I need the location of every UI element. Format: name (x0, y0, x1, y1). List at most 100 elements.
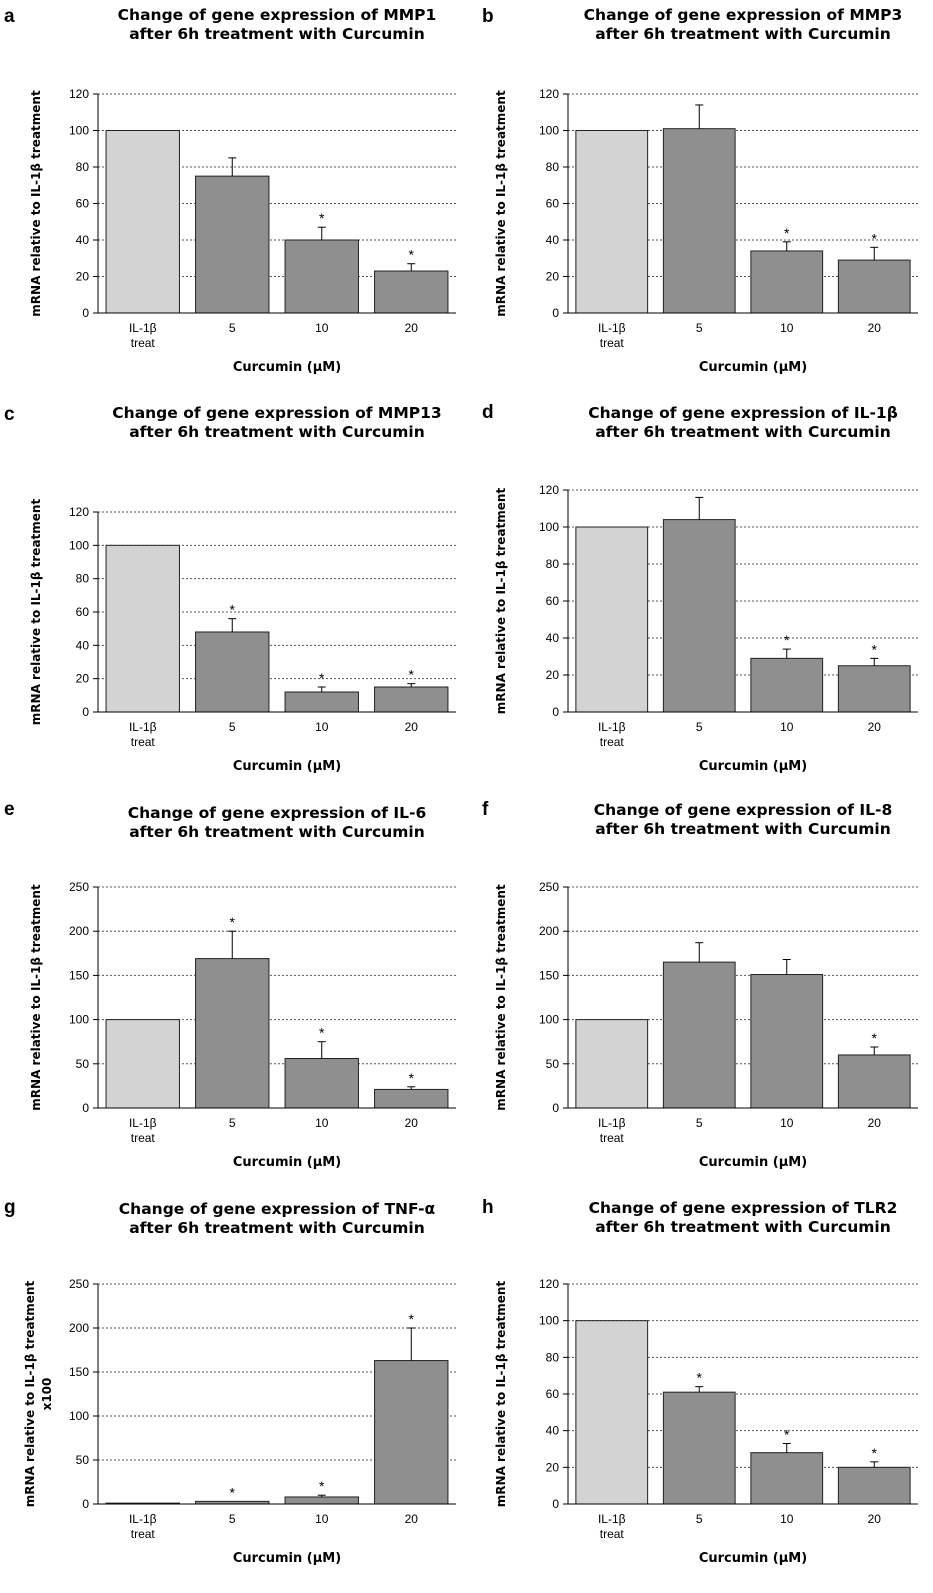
x-tick-label: treat (600, 336, 625, 350)
x-axis-label: Curcumin (μM) (233, 759, 341, 774)
y-tick-label: 150 (69, 968, 89, 982)
chart-title: Change of gene expression of MMP1 (118, 6, 437, 24)
y-axis-label: mRNA relative to IL-1β treatment (494, 1281, 508, 1508)
y-tick-label: 0 (552, 1497, 559, 1511)
x-tick-label: treat (131, 1527, 156, 1541)
y-tick-label: 0 (552, 306, 559, 320)
y-axis-label: mRNA relative to IL-1β treatment (23, 1281, 37, 1508)
y-tick-label: 0 (82, 1101, 89, 1115)
x-tick-label: 10 (780, 1116, 794, 1130)
significance-marker: * (784, 632, 790, 648)
significance-marker: * (319, 670, 325, 686)
x-tick-label: 5 (696, 321, 703, 335)
significance-marker: * (409, 1311, 415, 1327)
x-axis-label: Curcumin (μM) (233, 1551, 341, 1566)
chart-panel-g: g Change of gene expression of TNF-αafter… (4, 1197, 456, 1566)
panel-letter: f (482, 799, 489, 820)
x-tick-label: 5 (696, 1512, 703, 1526)
x-tick-label: IL-1β (129, 1116, 157, 1130)
y-tick-label: 100 (69, 538, 89, 552)
bar (105, 1019, 180, 1109)
chart-panel-a: a Change of gene expression of MMP1after … (4, 6, 456, 375)
chart-title: after 6h treatment with Curcumin (129, 25, 425, 43)
chart-title: Change of gene expression of TNF-α (119, 1200, 435, 1218)
y-tick-label: 250 (69, 880, 89, 894)
significance-marker: * (319, 1025, 325, 1041)
y-axis-label: mRNA relative to IL-1β treatment (29, 499, 43, 726)
x-tick-label: 20 (868, 720, 882, 734)
y-tick-label: 100 (69, 1013, 89, 1027)
y-tick-label: 20 (76, 270, 90, 284)
bar (105, 544, 180, 713)
x-tick-label: IL-1β (129, 1512, 157, 1526)
significance-marker: * (319, 210, 325, 226)
chart-title: after 6h treatment with Curcumin (595, 820, 891, 838)
bar (837, 665, 911, 713)
y-tick-label: 200 (69, 924, 89, 938)
y-tick-label: 100 (539, 520, 559, 534)
chart-title: Change of gene expression of IL-1β (588, 404, 898, 422)
chart-title: after 6h treatment with Curcumin (595, 1218, 891, 1236)
significance-marker: * (230, 602, 236, 618)
y-tick-label: 200 (69, 1321, 89, 1335)
y-tick-label: 250 (539, 880, 559, 894)
bar (374, 270, 449, 314)
x-tick-label: 5 (229, 720, 236, 734)
y-tick-label: 120 (69, 505, 89, 519)
x-tick-label: treat (600, 1131, 625, 1145)
y-tick-label: 40 (546, 631, 560, 645)
x-tick-label: IL-1β (598, 321, 626, 335)
chart-panel-h: h Change of gene expression of TLR2after … (482, 1197, 918, 1566)
y-tick-label: 100 (539, 1013, 559, 1027)
significance-marker: * (409, 247, 415, 263)
bar (195, 175, 270, 314)
y-tick-label: 20 (76, 672, 90, 686)
y-tick-label: 80 (546, 1350, 560, 1364)
significance-marker: * (872, 1445, 878, 1461)
significance-marker: * (872, 230, 878, 246)
x-tick-label: treat (131, 336, 156, 350)
y-tick-label: 100 (69, 124, 89, 138)
y-tick-label: 0 (552, 1101, 559, 1115)
y-tick-label: 120 (69, 87, 89, 101)
x-tick-label: 10 (315, 1116, 329, 1130)
bar (575, 130, 649, 314)
bar (374, 1360, 449, 1505)
y-axis-label: mRNA relative to IL-1β treatment (494, 884, 508, 1111)
y-axis-label: mRNA relative to IL-1β treatment (494, 90, 508, 317)
bar (575, 1019, 649, 1109)
chart-panel-c: c Change of gene expression of MMP13after… (4, 404, 456, 774)
y-tick-label: 120 (539, 87, 559, 101)
significance-marker: * (872, 1030, 878, 1046)
panel-letter: d (482, 402, 494, 423)
y-tick-label: 80 (76, 572, 90, 586)
x-tick-label: 10 (780, 1512, 794, 1526)
chart-title: after 6h treatment with Curcumin (595, 423, 891, 441)
bar (750, 1452, 824, 1505)
x-tick-label: 20 (405, 720, 419, 734)
bar (837, 1466, 911, 1505)
y-tick-label: 150 (69, 1365, 89, 1379)
x-tick-label: treat (131, 735, 156, 749)
bar (750, 657, 824, 713)
y-tick-label: 40 (76, 233, 90, 247)
y-tick-label: 60 (546, 197, 560, 211)
significance-marker: * (872, 641, 878, 657)
x-tick-label: 10 (315, 1512, 329, 1526)
x-tick-label: 10 (780, 321, 794, 335)
y-tick-label: 0 (82, 705, 89, 719)
y-tick-label: 40 (546, 233, 560, 247)
significance-marker: * (319, 1478, 325, 1494)
x-tick-label: IL-1β (598, 1512, 626, 1526)
x-tick-label: 5 (696, 1116, 703, 1130)
x-tick-label: IL-1β (129, 321, 157, 335)
bar (105, 130, 180, 314)
chart-title: Change of gene expression of IL-6 (128, 804, 427, 822)
x-tick-label: 5 (229, 1116, 236, 1130)
x-tick-label: 20 (868, 321, 882, 335)
x-axis-label: Curcumin (μM) (699, 759, 807, 774)
x-axis-label: Curcumin (μM) (699, 360, 807, 375)
bar (662, 1391, 736, 1505)
y-axis-label: x100 (40, 1378, 54, 1411)
